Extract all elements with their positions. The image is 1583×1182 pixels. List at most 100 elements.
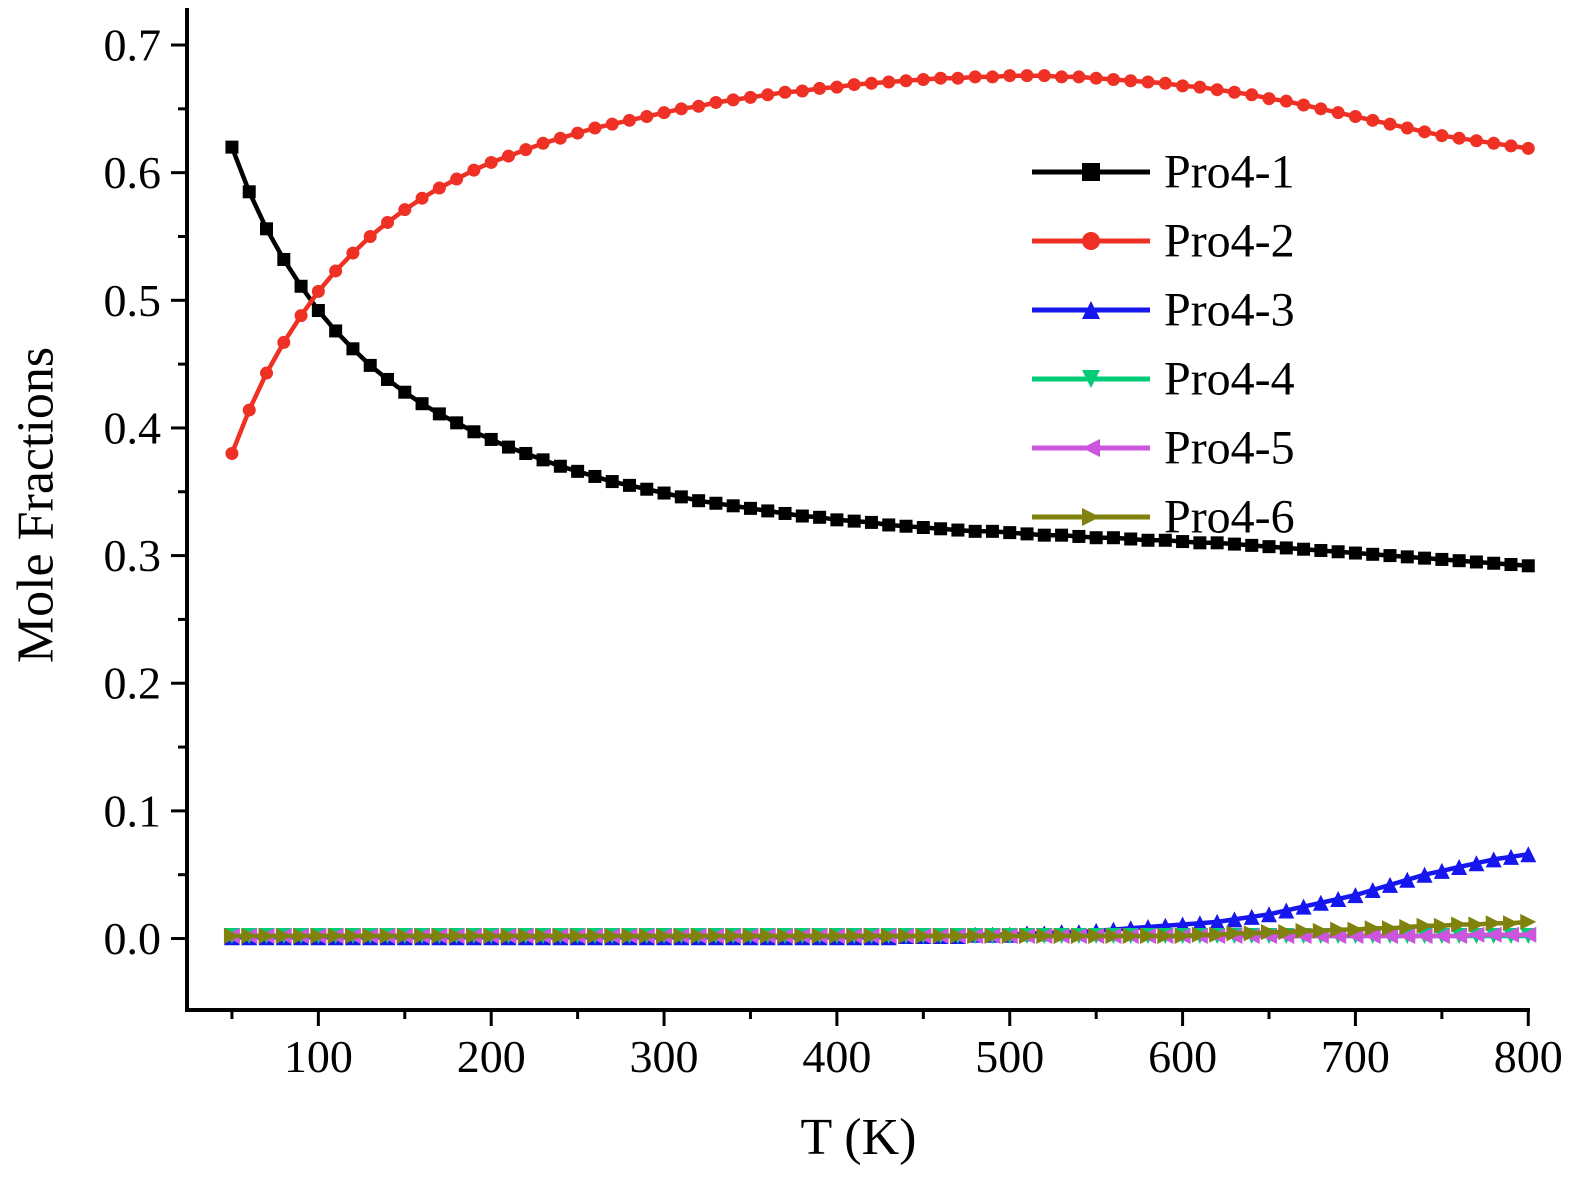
triangle-left-marker — [1399, 927, 1416, 944]
square-marker — [329, 324, 343, 338]
triangle-up-marker — [1226, 911, 1243, 928]
square-marker — [1279, 541, 1293, 555]
triangle-right-marker — [517, 927, 534, 944]
triangle-right-marker — [621, 927, 638, 944]
circle-marker — [761, 88, 775, 102]
triangle-right-marker — [1381, 920, 1398, 937]
x-axis-title: T (K) — [800, 1109, 917, 1166]
circle-marker — [277, 335, 291, 349]
triangle-up-marker — [1381, 876, 1398, 893]
square-marker — [778, 506, 792, 520]
square-marker — [1055, 528, 1069, 542]
circle-marker — [1452, 131, 1466, 145]
x-tick-label: 400 — [802, 1031, 871, 1082]
circle-marker — [1297, 98, 1311, 112]
triangle-right-marker — [1330, 921, 1347, 938]
triangle-right-marker — [586, 927, 603, 944]
x-tick-label: 600 — [1148, 1031, 1217, 1082]
circle-marker — [605, 117, 619, 131]
square-marker — [1245, 538, 1259, 552]
triangle-right-marker — [448, 927, 465, 944]
triangle-left-marker — [1451, 927, 1468, 944]
triangle-right-marker — [1295, 922, 1312, 939]
square-marker — [709, 496, 723, 510]
triangle-right-marker — [759, 927, 776, 944]
square-marker — [225, 140, 239, 154]
series-pro4-2 — [225, 69, 1535, 460]
square-marker — [1487, 556, 1501, 570]
triangle-right-marker — [777, 927, 794, 944]
circle-marker — [674, 102, 688, 116]
circle-marker — [398, 203, 412, 217]
triangle-right-marker — [638, 927, 655, 944]
x-tick-label: 800 — [1494, 1031, 1563, 1082]
square-marker — [674, 490, 688, 504]
y-tick-label: 0.0 — [104, 913, 162, 964]
square-marker — [1383, 549, 1397, 563]
circle-marker — [225, 446, 239, 460]
square-marker — [1452, 554, 1466, 568]
triangle-right-marker — [742, 927, 759, 944]
circle-marker — [640, 109, 654, 123]
triangle-right-marker — [1105, 927, 1122, 944]
circle-marker — [1055, 70, 1069, 84]
square-marker — [692, 494, 706, 508]
legend-marker — [1082, 232, 1100, 250]
triangle-right-marker — [431, 927, 448, 944]
square-marker — [899, 519, 913, 533]
legend-marker — [1082, 508, 1100, 526]
triangle-right-marker — [1451, 916, 1468, 933]
triangle-up-marker — [1433, 862, 1450, 879]
circle-marker — [1435, 129, 1449, 143]
triangle-left-marker — [1330, 927, 1347, 944]
triangle-up-marker — [1468, 855, 1485, 872]
circle-marker — [260, 366, 274, 380]
square-marker — [450, 416, 464, 430]
circle-marker — [726, 93, 740, 107]
triangle-right-marker — [863, 927, 880, 944]
circle-marker — [363, 229, 377, 243]
triangle-right-marker — [310, 927, 327, 944]
triangle-right-marker — [1502, 915, 1519, 932]
triangle-right-marker — [241, 927, 258, 944]
triangle-right-marker — [396, 927, 413, 944]
square-marker — [605, 475, 619, 489]
square-marker — [1469, 555, 1483, 569]
circle-marker — [1279, 94, 1293, 108]
square-marker — [657, 486, 671, 500]
square-marker — [484, 432, 498, 446]
circle-marker — [450, 172, 464, 186]
square-marker — [398, 385, 412, 399]
square-marker — [260, 222, 274, 236]
legend: Pro4-1 Pro4-2 Pro4-3 Pro4-4 Pro4-5 Pro4-6 — [1032, 146, 1295, 544]
square-marker — [1366, 547, 1380, 561]
square-marker — [968, 524, 982, 538]
triangle-right-marker — [1209, 926, 1226, 943]
triangle-right-marker — [1364, 920, 1381, 937]
triangle-up-marker — [1191, 915, 1208, 932]
triangle-right-marker — [949, 927, 966, 944]
triangle-right-marker — [967, 927, 984, 944]
circle-marker — [1089, 71, 1103, 85]
circle-marker — [899, 74, 913, 88]
circle-marker — [1158, 76, 1172, 90]
circle-marker — [1521, 141, 1535, 155]
square-marker — [536, 453, 550, 467]
circle-marker — [1331, 106, 1345, 120]
circle-marker — [622, 113, 636, 127]
triangle-right-marker — [1416, 917, 1433, 934]
circle-marker — [484, 155, 498, 169]
circle-marker — [311, 284, 325, 298]
triangle-right-marker — [1226, 925, 1243, 942]
legend-label: Pro4-2 — [1164, 215, 1295, 268]
square-marker — [813, 510, 827, 524]
square-marker — [1297, 542, 1311, 556]
circle-marker — [916, 72, 930, 86]
triangle-left-marker — [1416, 927, 1433, 944]
triangle-right-marker — [725, 927, 742, 944]
triangle-up-marker — [1399, 871, 1416, 888]
circle-marker — [847, 78, 861, 92]
triangle-right-marker — [1191, 926, 1208, 943]
circle-marker — [1003, 69, 1017, 83]
square-marker — [553, 459, 567, 473]
